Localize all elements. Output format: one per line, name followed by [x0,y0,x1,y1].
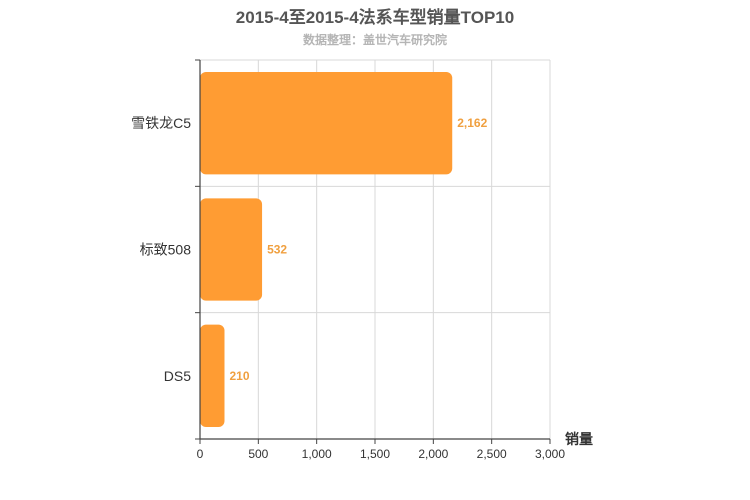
bar-value-label: 532 [267,243,287,257]
bar[interactable] [200,198,263,301]
x-axis-title: 销量 [565,431,593,447]
x-tick-label: 3,000 [535,447,565,461]
x-tick-label: 1,500 [360,447,390,461]
x-tick-label: 0 [197,447,204,461]
x-tick-label: 500 [248,447,268,461]
category-label: 雪铁龙C5 [131,115,191,131]
label-layer: 0 500 1,000 1,500 2,000 2,500 3,000 2,162 雪铁龙C5 5… [131,115,593,461]
category-label: DS5 [164,368,191,384]
x-tick-label: 2,500 [477,447,507,461]
bar[interactable] [200,324,225,427]
axis-layer [195,59,551,444]
x-tick-label: 2,000 [418,447,448,461]
bar-value-label: 210 [230,369,250,383]
bar-value-label: 2,162 [457,116,487,130]
x-tick-label: 1,000 [302,447,332,461]
chart-title: 2015-4至2015-4法系车型销量TOP10 [235,8,515,27]
bar-layer [200,72,453,427]
category-label: 标致508 [140,242,192,258]
chart-subtitle: 数据整理：盖世汽车研究院 [302,33,447,47]
bar[interactable] [200,72,453,175]
